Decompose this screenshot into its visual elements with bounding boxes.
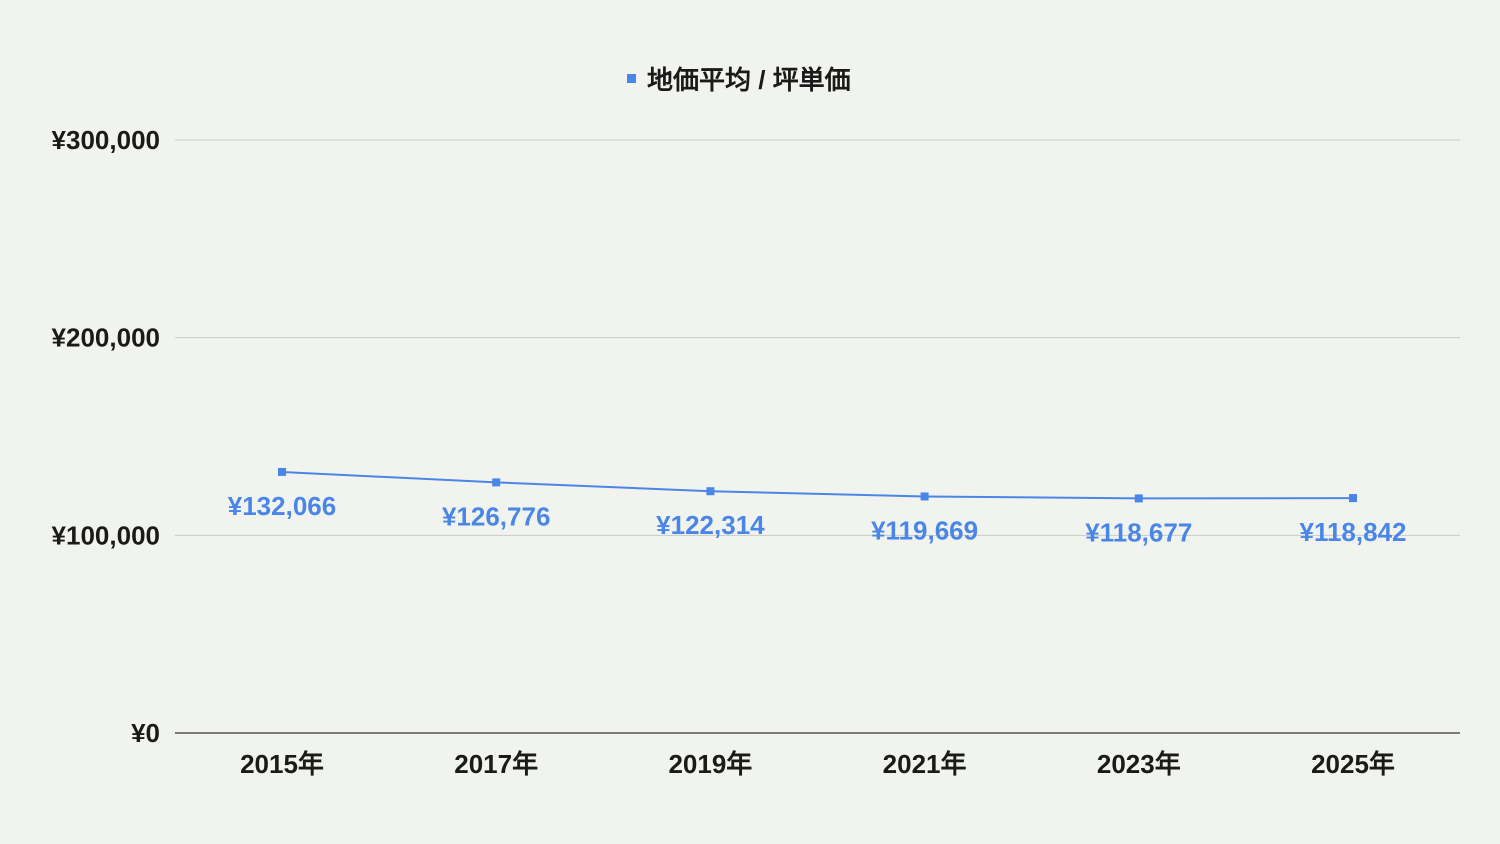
x-tick-label: 2015年 bbox=[240, 749, 324, 779]
gridlines bbox=[175, 139, 1460, 734]
data-label: ¥126,776 bbox=[442, 501, 550, 531]
legend-label: 地価平均 / 坪単価 bbox=[647, 65, 851, 95]
data-point bbox=[920, 492, 929, 501]
data-point bbox=[706, 487, 715, 496]
x-tick-label: 2023年 bbox=[1097, 749, 1181, 779]
data-point bbox=[1349, 494, 1357, 503]
x-tick-label: 2017年 bbox=[454, 749, 538, 779]
data-labels: ¥132,066 ¥126,776 ¥122,314 ¥119,669 ¥118,677… bbox=[228, 491, 1407, 547]
y-tick-label: ¥0 bbox=[131, 718, 160, 748]
data-point bbox=[278, 467, 286, 476]
y-tick-label: ¥100,000 bbox=[52, 520, 160, 550]
data-label: ¥118,677 bbox=[1085, 517, 1192, 547]
y-axis-tick-labels: ¥0 ¥100,000 ¥200,000 ¥300,000 bbox=[52, 125, 160, 748]
x-tick-label: 2025年 bbox=[1311, 749, 1395, 779]
x-tick-label: 2019年 bbox=[668, 749, 752, 779]
series-group bbox=[278, 467, 1357, 503]
data-point bbox=[492, 478, 501, 487]
data-point bbox=[1134, 494, 1143, 503]
x-tick-label: 2021年 bbox=[883, 749, 967, 779]
legend-swatch bbox=[627, 74, 636, 83]
x-axis-tick-labels: 2015年 2017年 2019年 2021年 2023年 2025年 bbox=[240, 749, 1395, 779]
series-line bbox=[281, 470, 1354, 500]
y-tick-label: ¥200,000 bbox=[52, 323, 160, 353]
data-label: ¥118,842 bbox=[1299, 517, 1406, 547]
data-label: ¥132,066 bbox=[228, 491, 336, 521]
data-label: ¥122,314 bbox=[656, 510, 765, 540]
legend: 地価平均 / 坪単価 bbox=[627, 65, 851, 95]
data-label: ¥119,669 bbox=[871, 515, 978, 545]
y-tick-label: ¥300,000 bbox=[52, 125, 160, 155]
